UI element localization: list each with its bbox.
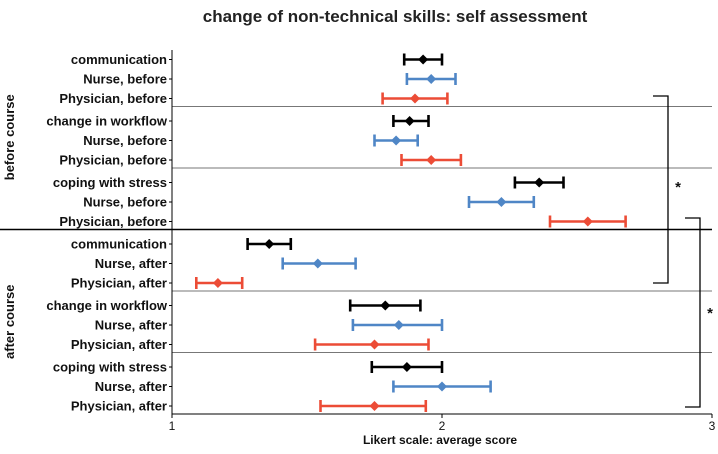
row-label: Nurse, before — [83, 133, 167, 148]
significance-bracket — [685, 217, 701, 408]
mean-point — [391, 135, 402, 146]
mean-point — [426, 155, 437, 165]
row-label: change in workflow — [46, 114, 168, 129]
mean-point — [393, 320, 404, 330]
mean-point — [380, 300, 391, 311]
chart-title: change of non-technical skills: self ass… — [203, 7, 588, 26]
group-label: after course — [2, 285, 17, 359]
row-label: Nurse, before — [83, 195, 167, 210]
row-label: Physician, before — [59, 214, 167, 229]
row-label: Physician, before — [59, 91, 167, 106]
row-label: coping with stress — [53, 360, 167, 375]
mean-point — [437, 381, 447, 392]
mean-point — [418, 54, 429, 65]
mean-point — [426, 74, 437, 84]
mean-point — [264, 239, 275, 249]
plot-area: communication Nurse, before Physician, bef… — [0, 52, 712, 414]
x-tick-label: 3 — [709, 419, 716, 433]
x-tick-label: 1 — [169, 419, 176, 433]
significance-brackets: ** — [653, 95, 713, 408]
mean-point — [212, 278, 223, 288]
x-tick-label: 2 — [439, 419, 446, 433]
significance-star: * — [675, 179, 681, 196]
significance-star: * — [707, 305, 713, 322]
x-axis: 1 2 3 — [169, 50, 716, 433]
mean-point — [582, 216, 593, 227]
mean-point — [369, 339, 380, 350]
row-label: communication — [71, 52, 167, 67]
row-label: Physician, before — [59, 153, 167, 168]
row-label: coping with stress — [53, 175, 167, 190]
row-label: Nurse, before — [83, 72, 167, 87]
mean-point — [404, 116, 415, 126]
mean-point — [496, 197, 507, 207]
group-labels: before course after course — [2, 94, 17, 359]
mean-point — [369, 401, 380, 411]
row-label: change in workflow — [46, 298, 168, 313]
significance-bracket — [653, 95, 669, 284]
group-label: before course — [2, 94, 17, 180]
row-label: Nurse, after — [95, 318, 167, 333]
row-label: Nurse, after — [95, 256, 167, 271]
mean-point — [312, 258, 323, 269]
row-label: communication — [71, 237, 167, 252]
row-label: Physician, after — [71, 337, 167, 352]
row-label: Physician, after — [71, 276, 167, 291]
mean-point — [534, 177, 545, 188]
row-label: Nurse, after — [95, 379, 167, 394]
mean-point — [401, 362, 412, 372]
x-axis-label: Likert scale: average score — [363, 433, 517, 447]
mean-point — [410, 93, 420, 104]
row-label: Physician, after — [71, 399, 167, 414]
